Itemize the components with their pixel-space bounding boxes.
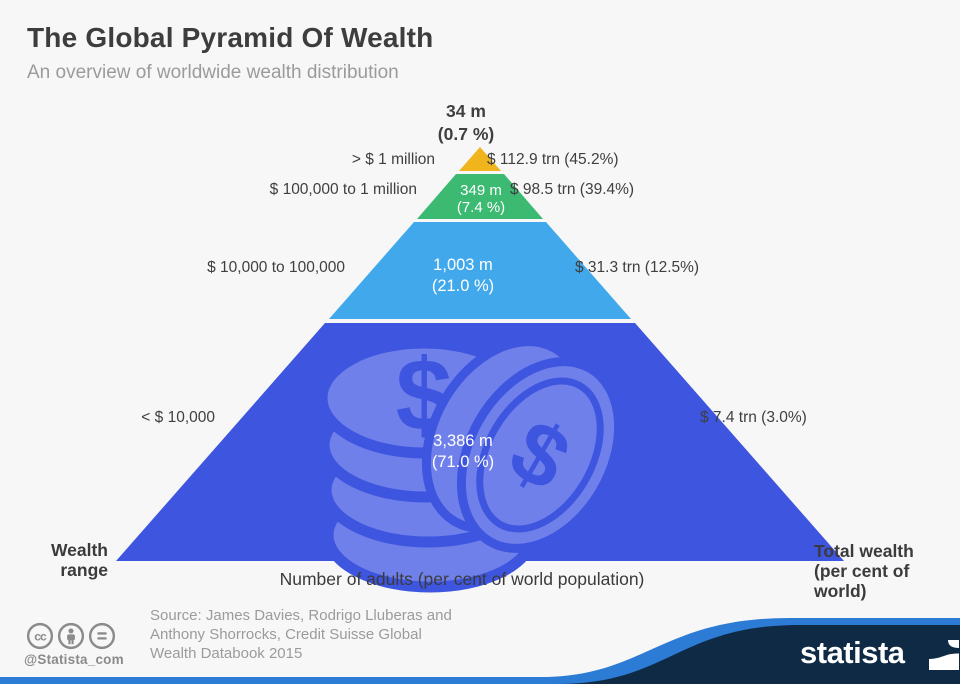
tier2-adults-count: 349 m bbox=[460, 182, 502, 199]
tier1-total-wealth-label: $ 112.9 trn (45.2%) bbox=[487, 151, 619, 168]
pyramid-tier-100k-1m bbox=[417, 174, 543, 219]
page-subtitle: An overview of worldwide wealth distribu… bbox=[27, 62, 399, 83]
axis-center-caption: Number of adults (per cent of world popu… bbox=[279, 569, 645, 589]
pyramid-tier-over-1m bbox=[459, 147, 501, 171]
tier4-wealth-range-label: < $ 10,000 bbox=[141, 409, 215, 426]
tier4-adults-label: 3,386 m (71.0 %) bbox=[432, 431, 494, 473]
page-title: The Global Pyramid Of Wealth bbox=[27, 22, 434, 53]
tier3-wealth-range-label: $ 10,000 to 100,000 bbox=[207, 259, 345, 276]
footer-wave bbox=[0, 618, 960, 684]
source-line-3: Wealth Databook 2015 bbox=[150, 644, 303, 662]
tier1-adults-count: 34 m bbox=[446, 101, 486, 121]
tier4-adults-pct: (71.0 %) bbox=[431, 452, 495, 471]
source-text: Source: James Davies, Rodrigo Lluberas a… bbox=[150, 607, 452, 664]
tier4-adults-count: 3,386 m bbox=[433, 432, 493, 450]
pyramid-tier-10k-100k bbox=[329, 222, 631, 319]
statista-logo-text: statista bbox=[800, 635, 905, 670]
tier1-wealth-range-label: > $ 1 million bbox=[351, 151, 435, 168]
equals-icon bbox=[88, 622, 116, 650]
tier3-total-wealth-label: $ 31.3 trn (12.5%) bbox=[575, 259, 700, 276]
cc-icon: cc bbox=[26, 622, 54, 650]
attribution-person-icon bbox=[57, 622, 85, 650]
footer-wave-navy bbox=[558, 625, 960, 684]
tier2-wealth-range-label: $ 100,000 to 1 million bbox=[269, 181, 417, 198]
tier2-adults-label: 349 m (7.4 %) bbox=[457, 182, 505, 217]
tier1-adults-label: 34 m (0.7 %) bbox=[438, 100, 494, 146]
tier2-adults-pct: (7.4 %) bbox=[456, 199, 506, 217]
tier1-adults-pct: (0.7 %) bbox=[437, 124, 495, 145]
statista-logo-icon bbox=[929, 640, 959, 670]
tier4-total-wealth-label: $ 7.4 trn (3.0%) bbox=[700, 409, 807, 426]
coins-icon: $ $ bbox=[316, 337, 624, 593]
tier3-adults-pct: (21.0 %) bbox=[431, 276, 495, 295]
axis-right-caption: Total wealth (per cent of world) bbox=[814, 541, 914, 601]
source-line-1: Source: James Davies, Rodrigo Lluberas a… bbox=[150, 607, 452, 624]
tier3-adults-count: 1,003 m bbox=[433, 256, 493, 274]
source-line-2: Anthony Shorrocks, Credit Suisse Global bbox=[150, 625, 422, 643]
tier3-adults-label: 1,003 m (21.0 %) bbox=[432, 255, 494, 297]
cc-license-badges: cc bbox=[26, 622, 116, 650]
axis-left-caption: Wealth range bbox=[50, 540, 108, 580]
tier2-total-wealth-label: $ 98.5 trn (39.4%) bbox=[510, 181, 635, 198]
svg-text:cc: cc bbox=[34, 629, 47, 643]
statista-handle: @Statista_com bbox=[24, 652, 124, 667]
